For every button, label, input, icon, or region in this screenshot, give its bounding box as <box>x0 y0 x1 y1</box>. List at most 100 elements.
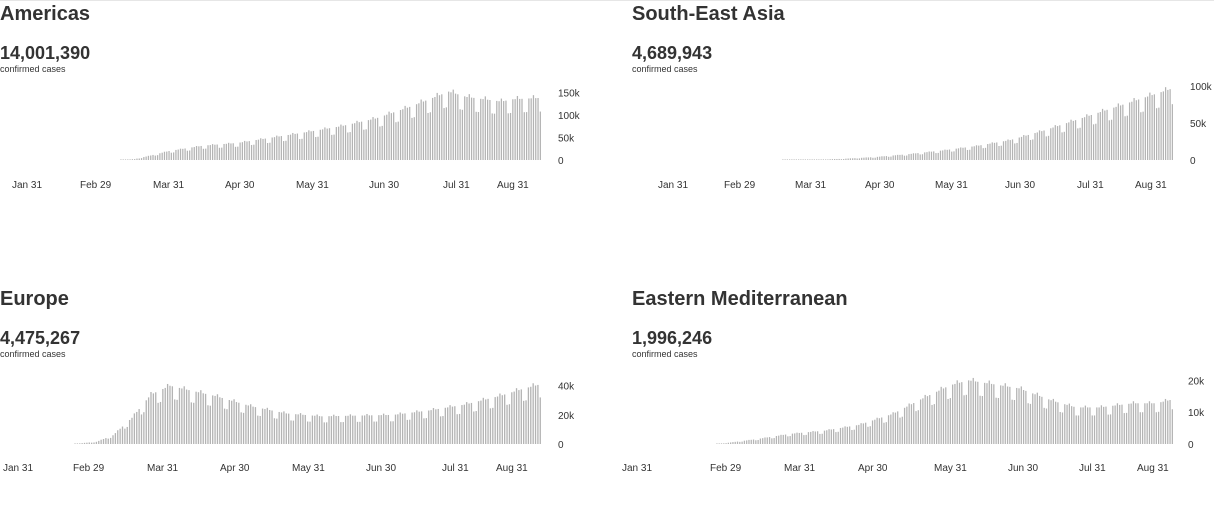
bar <box>427 112 429 160</box>
bar <box>840 159 843 160</box>
bar <box>991 142 993 160</box>
bar <box>138 409 140 444</box>
bar <box>494 397 496 444</box>
bar <box>865 157 867 160</box>
bar <box>441 94 443 160</box>
bar <box>1151 95 1153 160</box>
bar <box>912 153 915 160</box>
bar <box>957 148 960 160</box>
bar <box>457 94 459 160</box>
bar <box>240 412 242 444</box>
bar <box>822 159 825 160</box>
bar <box>311 415 314 444</box>
bar <box>1077 415 1080 444</box>
bar <box>173 152 175 160</box>
bar <box>124 159 127 160</box>
bar <box>390 113 392 160</box>
bar <box>486 99 489 160</box>
bar <box>807 432 810 444</box>
bar <box>1018 137 1020 160</box>
bar <box>509 112 512 160</box>
bar <box>451 406 454 444</box>
bar <box>816 159 818 160</box>
bar <box>437 408 439 444</box>
bar <box>129 159 131 160</box>
y-tick-label: 20k <box>1188 376 1205 387</box>
bar <box>119 428 121 444</box>
bar <box>984 147 987 160</box>
bar <box>247 405 249 444</box>
bar <box>831 159 834 160</box>
bar <box>755 440 757 444</box>
bar <box>1104 110 1106 160</box>
bar <box>399 412 401 444</box>
bar <box>775 435 778 444</box>
bar <box>100 439 102 444</box>
bar <box>152 393 155 444</box>
bar <box>205 148 207 160</box>
bar <box>1114 405 1116 444</box>
confirmed-count: 14,001,390 <box>0 43 91 63</box>
bar <box>989 143 991 160</box>
y-tick-label: 100k <box>1190 82 1213 93</box>
bar <box>88 442 90 444</box>
bar <box>133 413 136 444</box>
bar <box>881 156 883 160</box>
y-tick-label: 20k <box>558 411 575 422</box>
bar <box>429 112 431 160</box>
bar <box>867 157 870 160</box>
bar <box>214 395 216 444</box>
bar <box>901 416 903 444</box>
bar <box>209 405 211 444</box>
bar <box>1073 406 1075 444</box>
bar <box>1121 404 1123 444</box>
bar <box>971 146 973 160</box>
bar <box>1036 132 1038 160</box>
bar <box>858 158 861 160</box>
region-title: Europe <box>0 288 69 310</box>
bar <box>1137 99 1140 160</box>
bar <box>354 123 356 160</box>
bar <box>337 415 340 444</box>
bar <box>482 99 484 160</box>
cases-bar-chart: 0 50k 100k Jan 31 Feb 29 Mar 31 Apr 30 May 31 Ju… <box>658 82 1213 191</box>
bar <box>1098 407 1100 444</box>
bar <box>811 159 813 160</box>
bar <box>124 428 126 444</box>
bar <box>480 98 482 160</box>
bar <box>431 97 434 160</box>
x-tick-label: Feb 29 <box>73 463 105 474</box>
bar <box>1135 403 1137 444</box>
bar <box>420 411 423 444</box>
x-tick-label: Apr 30 <box>220 463 250 474</box>
bar <box>432 408 435 444</box>
x-tick-label: Aug 31 <box>497 180 529 191</box>
bar <box>876 417 878 444</box>
bar <box>98 440 100 444</box>
bar <box>878 418 881 444</box>
bar <box>937 152 939 160</box>
bar <box>374 118 376 160</box>
bar <box>519 98 521 160</box>
bar <box>966 149 969 160</box>
bar <box>789 436 791 444</box>
bar <box>309 421 311 444</box>
bar <box>461 109 464 160</box>
bar <box>319 129 321 160</box>
bar <box>818 159 820 160</box>
bar <box>899 154 901 160</box>
bar <box>250 404 252 444</box>
bar <box>750 439 752 444</box>
bar <box>825 159 827 160</box>
bar <box>894 412 897 444</box>
x-tick-label: Jan 31 <box>12 180 42 191</box>
bar <box>266 143 269 160</box>
bar <box>1167 89 1169 160</box>
top-divider <box>0 0 1214 1</box>
bar <box>525 400 527 444</box>
bar <box>95 441 98 444</box>
y-tick-label: 100k <box>558 111 581 122</box>
x-tick-label: Jul 31 <box>443 180 470 191</box>
bar <box>1119 105 1122 160</box>
bar <box>211 144 214 160</box>
